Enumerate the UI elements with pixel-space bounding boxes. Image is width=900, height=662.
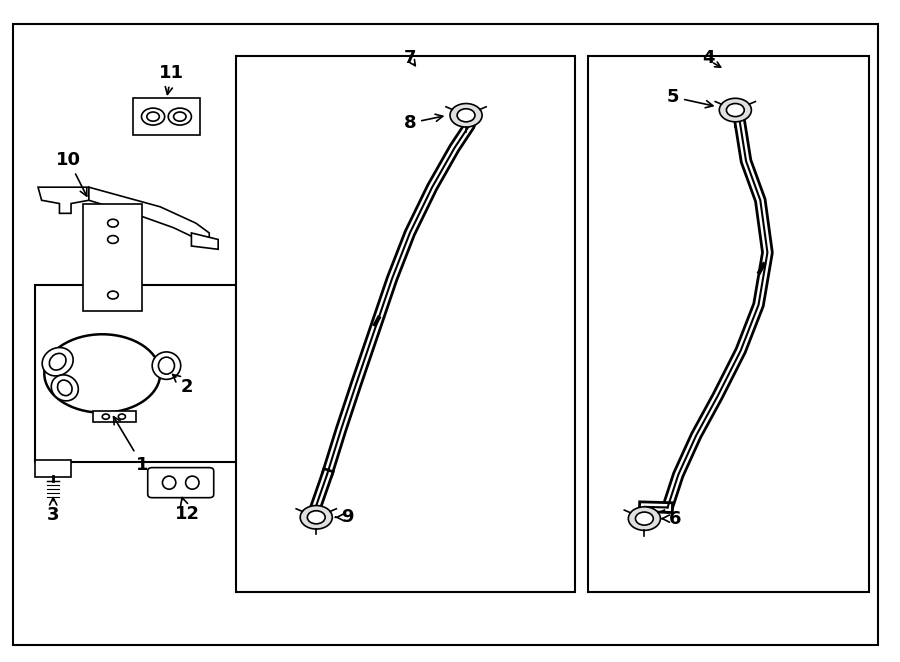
Ellipse shape (44, 334, 160, 412)
Circle shape (457, 109, 475, 122)
FancyBboxPatch shape (35, 461, 71, 477)
Text: 12: 12 (175, 498, 200, 523)
Text: 5: 5 (667, 88, 713, 108)
Circle shape (108, 219, 118, 227)
Text: 7: 7 (403, 49, 416, 67)
Text: 2: 2 (173, 375, 194, 396)
FancyBboxPatch shape (132, 98, 201, 135)
Text: 9: 9 (336, 508, 354, 526)
Ellipse shape (58, 380, 72, 396)
Text: 3: 3 (47, 498, 59, 524)
Polygon shape (94, 411, 136, 422)
Ellipse shape (162, 476, 176, 489)
Circle shape (108, 291, 118, 299)
Ellipse shape (51, 375, 78, 401)
Circle shape (174, 112, 186, 121)
FancyBboxPatch shape (589, 56, 869, 592)
Polygon shape (83, 203, 142, 311)
Circle shape (301, 506, 332, 529)
Circle shape (307, 511, 325, 524)
Text: 11: 11 (159, 64, 184, 95)
Circle shape (103, 414, 110, 419)
Circle shape (168, 108, 192, 125)
Ellipse shape (42, 348, 73, 376)
Text: 10: 10 (56, 151, 86, 196)
Circle shape (628, 507, 661, 530)
Circle shape (450, 103, 482, 127)
Circle shape (141, 108, 165, 125)
FancyBboxPatch shape (148, 467, 213, 498)
Ellipse shape (152, 352, 181, 379)
Text: 6: 6 (662, 510, 681, 528)
Circle shape (147, 112, 159, 121)
Polygon shape (192, 233, 218, 250)
FancyBboxPatch shape (236, 56, 575, 592)
Circle shape (719, 98, 752, 122)
Circle shape (635, 512, 653, 525)
Polygon shape (89, 187, 210, 243)
FancyBboxPatch shape (14, 24, 878, 645)
Circle shape (108, 236, 118, 244)
Text: 8: 8 (403, 114, 443, 132)
Circle shape (726, 103, 744, 117)
Circle shape (118, 414, 125, 419)
Text: 1: 1 (113, 416, 148, 474)
FancyBboxPatch shape (35, 285, 236, 461)
Ellipse shape (158, 357, 175, 374)
Ellipse shape (50, 354, 66, 370)
Text: 4: 4 (702, 49, 715, 67)
Ellipse shape (185, 476, 199, 489)
Polygon shape (38, 187, 89, 213)
